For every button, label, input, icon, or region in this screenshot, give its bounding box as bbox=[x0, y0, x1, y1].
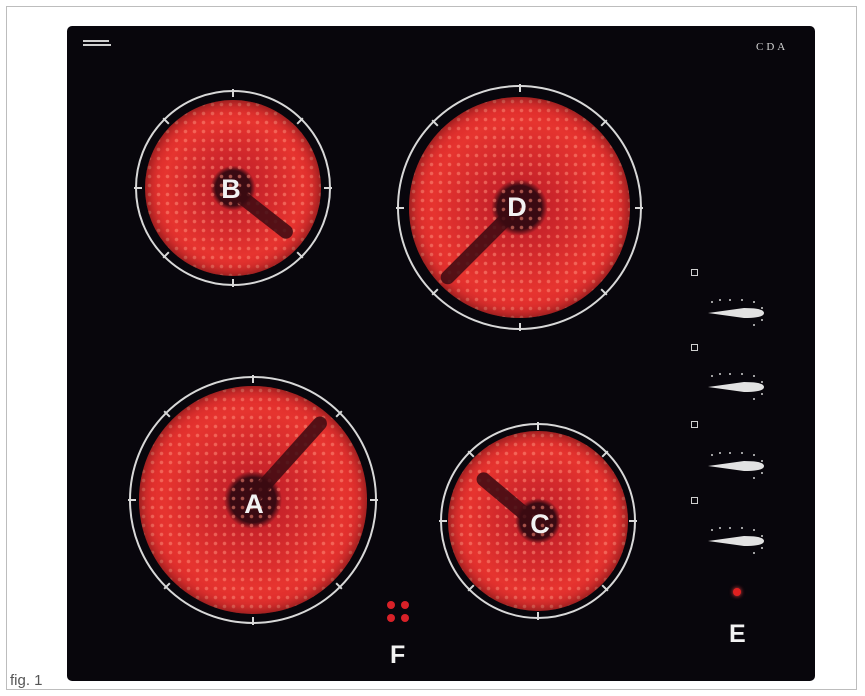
ring-tick bbox=[439, 520, 447, 522]
zone-indicator-icon bbox=[691, 344, 698, 351]
label-touch-panel: F bbox=[390, 641, 406, 669]
cooker-control-knob-icon bbox=[708, 373, 764, 400]
ring-tick bbox=[232, 89, 234, 97]
touch-dot bbox=[401, 601, 409, 609]
control-knob-4[interactable] bbox=[706, 526, 768, 556]
control-knob-3[interactable] bbox=[706, 451, 768, 481]
ring-tick bbox=[629, 520, 637, 522]
zone-indicator-icon bbox=[691, 269, 698, 276]
control-knob-1[interactable] bbox=[706, 298, 768, 328]
ring-tick bbox=[537, 612, 539, 620]
zone-b-label: B bbox=[221, 174, 241, 204]
power-light-icon bbox=[733, 588, 741, 596]
figure-frame bbox=[6, 6, 857, 690]
cooking-zone-d[interactable]: D bbox=[396, 84, 643, 331]
touch-dot bbox=[387, 601, 395, 609]
cooker-control-knob-icon bbox=[708, 527, 764, 554]
ring-tick bbox=[370, 499, 378, 501]
control-knob-2[interactable] bbox=[706, 372, 768, 402]
label-controls: E bbox=[729, 620, 746, 648]
zone-indicator-icon bbox=[691, 497, 698, 504]
brand-logo: CDA bbox=[756, 41, 789, 53]
ring-tick bbox=[134, 187, 142, 189]
ring-tick bbox=[232, 279, 234, 287]
cooking-zone-c[interactable]: C bbox=[439, 422, 637, 620]
zone-a-label: A bbox=[244, 489, 264, 519]
cooker-control-knob-icon bbox=[708, 452, 764, 479]
ring-tick bbox=[252, 375, 254, 383]
touch-dot bbox=[401, 614, 409, 622]
hob-logo-mark bbox=[83, 40, 111, 46]
figure-caption: fig. 1 bbox=[10, 672, 43, 689]
ring-tick bbox=[252, 617, 254, 625]
zone-d-label: D bbox=[507, 192, 527, 222]
zone-indicator-icon bbox=[691, 421, 698, 428]
touch-control-icon[interactable] bbox=[386, 599, 412, 625]
zone-c-label: C bbox=[530, 509, 550, 539]
ring-tick bbox=[518, 84, 521, 92]
ring-tick bbox=[518, 323, 521, 331]
ring-tick bbox=[324, 187, 332, 189]
cooking-zone-a[interactable]: A bbox=[128, 375, 378, 625]
cooking-zone-b[interactable]: B bbox=[134, 89, 332, 287]
cooker-control-knob-icon bbox=[708, 299, 764, 326]
ring-tick bbox=[128, 499, 136, 501]
ring-tick bbox=[396, 206, 404, 209]
touch-dot bbox=[387, 614, 395, 622]
ring-tick bbox=[537, 422, 539, 430]
ring-tick bbox=[635, 206, 643, 209]
